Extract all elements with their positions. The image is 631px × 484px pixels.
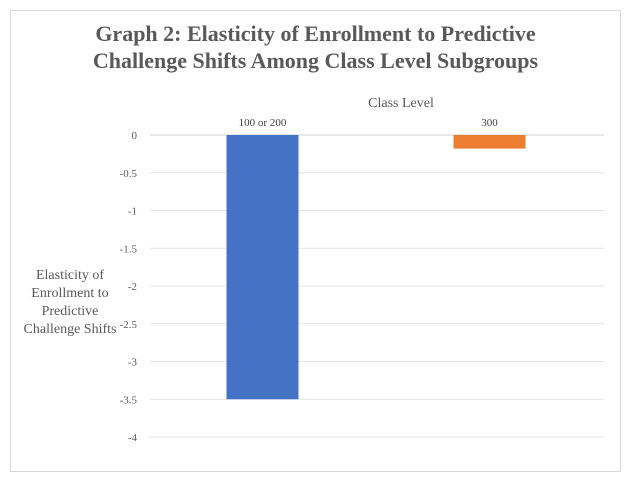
chart-frame xyxy=(10,10,621,472)
y-tick-label: -3 xyxy=(128,357,138,369)
bars xyxy=(226,135,526,400)
chart-title: Graph 2: Elasticity of Enrollment to Pre… xyxy=(10,20,621,74)
y-tick-label: 0 xyxy=(132,130,138,142)
y-axis-title-line-3: Predictive xyxy=(42,304,99,319)
y-tick-label: -4 xyxy=(128,432,138,444)
y-tick-label: -2.5 xyxy=(120,319,138,331)
y-tick-label: -1 xyxy=(128,206,137,218)
chart-title-line-1: Graph 2: Elasticity of Enrollment to Pre… xyxy=(95,21,536,46)
gridlines xyxy=(150,134,604,438)
category-labels: 100 or 200 300 xyxy=(239,117,499,129)
y-tick-label: -1.5 xyxy=(120,243,138,255)
y-tick-label: -2 xyxy=(128,281,137,293)
y-tick-labels: 0 -0.5 -1 -1.5 -2 -2.5 -3 -3.5 -4 xyxy=(120,130,138,444)
y-tick-label: -3.5 xyxy=(120,394,138,406)
y-axis-title-line-4: Challenge Shifts xyxy=(24,322,117,337)
chart-title-line-2: Challenge Shifts Among Class Level Subgr… xyxy=(92,48,539,73)
y-axis-title-line-2: Enrollment to xyxy=(31,286,108,301)
x-axis-title: Class Level xyxy=(368,96,434,111)
category-label: 100 or 200 xyxy=(239,117,287,129)
y-tick-label: -0.5 xyxy=(120,168,138,180)
bar xyxy=(226,135,299,400)
bar xyxy=(453,135,526,149)
category-label: 300 xyxy=(481,117,498,129)
y-axis-title-line-1: Elasticity of xyxy=(36,268,104,283)
y-axis-title: Elasticity of Enrollment to Predictive C… xyxy=(24,268,117,337)
